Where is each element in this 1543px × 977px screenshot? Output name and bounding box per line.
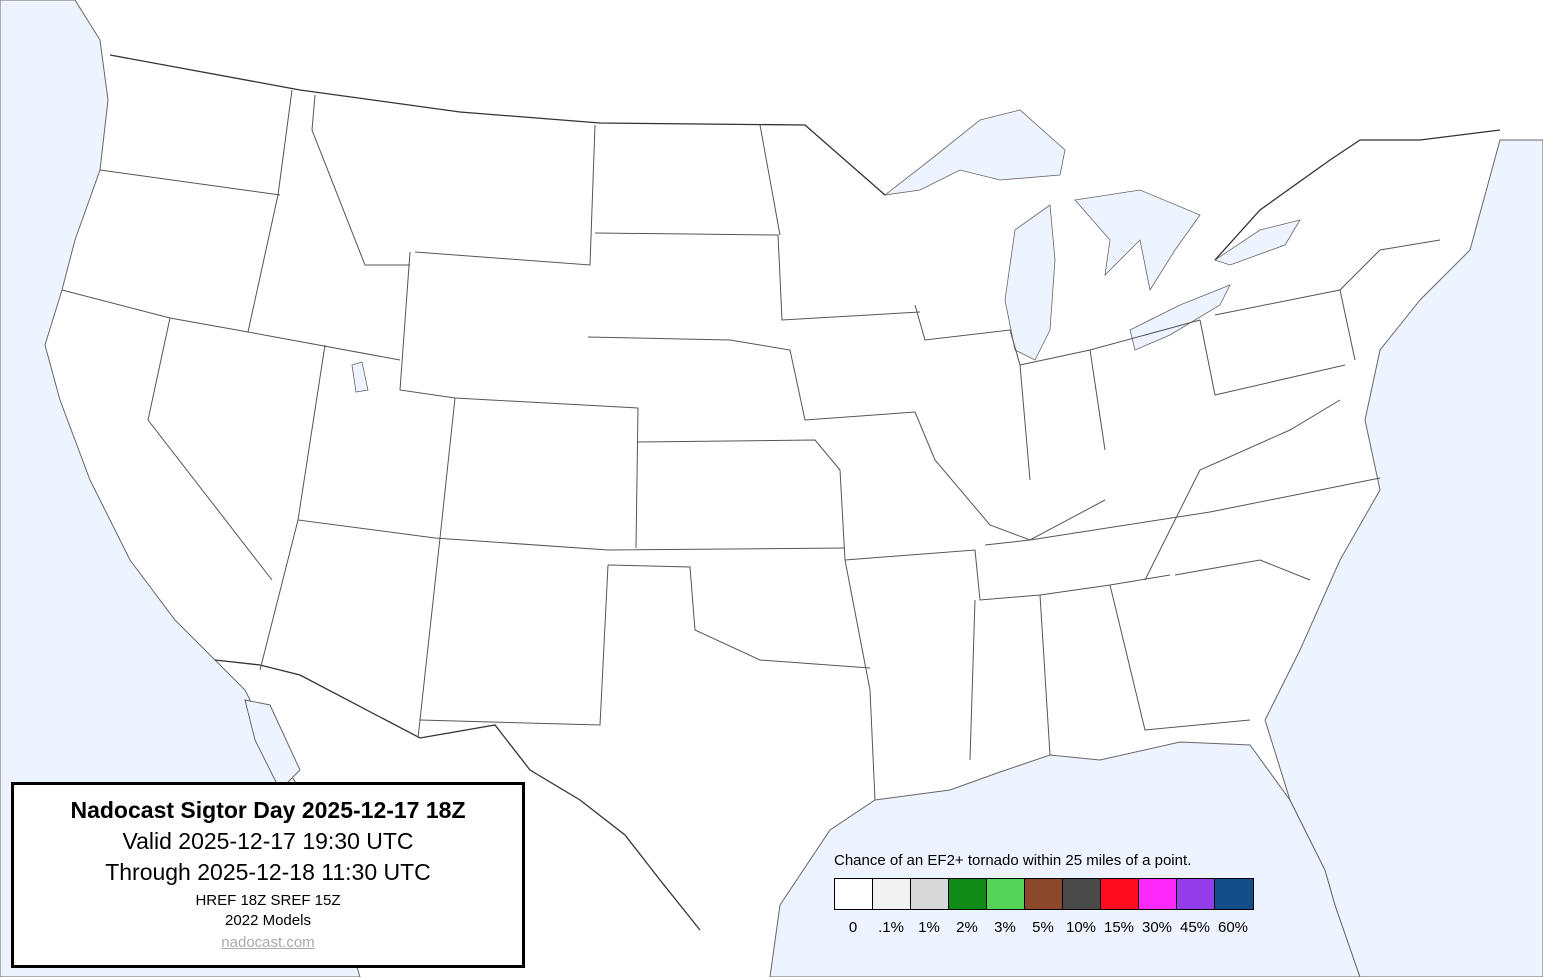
legend-label: 2%	[956, 919, 978, 936]
great-salt-lake	[351, 361, 369, 393]
model-runs: HREF 18Z SREF 15Z	[195, 892, 341, 909]
legend-label: 5%	[1032, 919, 1054, 936]
lake-huron	[1074, 189, 1201, 292]
model-version: 2022 Models	[225, 912, 311, 929]
legend-label: 0	[848, 919, 858, 936]
legend-swatch	[835, 879, 873, 909]
atlantic-ocean	[1264, 139, 1543, 977]
legend-swatch	[1215, 879, 1253, 909]
legend-label: .1%	[878, 919, 904, 936]
through-time: Through 2025-12-18 11:30 UTC	[105, 859, 431, 885]
valid-time: Valid 2025-12-17 19:30 UTC	[122, 828, 414, 854]
forecast-title: Nadocast Sigtor Day 2025-12-17 18Z	[70, 797, 466, 823]
legend-swatches	[834, 878, 1254, 910]
legend-label: 30%	[1141, 919, 1173, 936]
lake-michigan	[1004, 204, 1056, 361]
legend-swatch	[1139, 879, 1177, 909]
legend-swatch	[1063, 879, 1101, 909]
legend-swatch	[949, 879, 987, 909]
legend-label: 1%	[918, 919, 940, 936]
gulf-of-california	[244, 699, 301, 791]
legend-label: 45%	[1179, 919, 1211, 936]
legend-label: 15%	[1103, 919, 1135, 936]
lake-ontario	[1214, 219, 1301, 266]
probability-legend: Chance of an EF2+ tornado within 25 mile…	[834, 852, 1254, 936]
lake-superior	[883, 109, 1066, 196]
legend-label: 3%	[994, 919, 1016, 936]
legend-swatch	[1101, 879, 1139, 909]
legend-swatch	[873, 879, 911, 909]
legend-label: 10%	[1065, 919, 1097, 936]
legend-swatch	[1025, 879, 1063, 909]
canada-border	[109, 54, 886, 196]
legend-title: Chance of an EF2+ tornado within 25 mile…	[834, 852, 1192, 869]
legend-label: 60%	[1217, 919, 1249, 936]
legend-swatch	[987, 879, 1025, 909]
legend-swatch	[1177, 879, 1215, 909]
lake-erie	[1129, 284, 1231, 351]
mexico-border	[214, 659, 701, 931]
forecast-info-box: Nadocast Sigtor Day 2025-12-17 18Z Valid…	[11, 782, 525, 968]
state-borders	[61, 89, 1441, 801]
nadocast-link[interactable]: nadocast.com	[221, 934, 315, 951]
legend-labels: 0 .1% 1% 2% 3% 5% 10% 15% 30% 45% 60%	[834, 919, 1254, 936]
canada-border-east	[1214, 129, 1501, 261]
legend-swatch	[911, 879, 949, 909]
